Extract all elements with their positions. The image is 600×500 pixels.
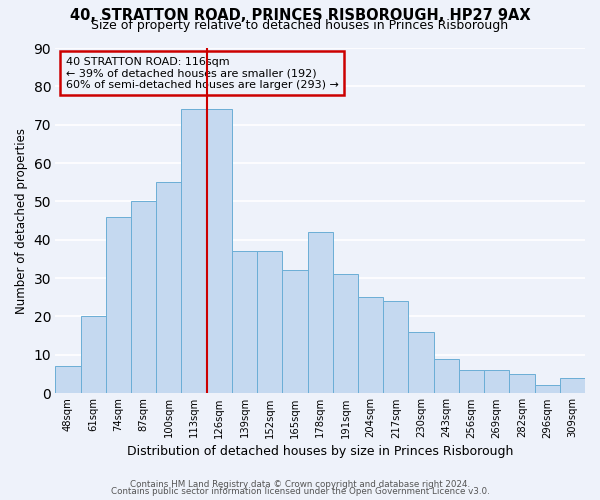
Bar <box>358 297 383 393</box>
Bar <box>484 370 509 393</box>
Bar <box>535 386 560 393</box>
Text: 40 STRATTON ROAD: 116sqm
← 39% of detached houses are smaller (192)
60% of semi-: 40 STRATTON ROAD: 116sqm ← 39% of detach… <box>66 56 339 90</box>
Bar <box>459 370 484 393</box>
Bar <box>131 202 156 393</box>
Text: Size of property relative to detached houses in Princes Risborough: Size of property relative to detached ho… <box>91 19 509 32</box>
Bar <box>308 232 333 393</box>
Bar <box>333 274 358 393</box>
Bar <box>509 374 535 393</box>
Bar <box>383 301 409 393</box>
Bar <box>434 358 459 393</box>
Bar <box>181 110 206 393</box>
Y-axis label: Number of detached properties: Number of detached properties <box>15 128 28 314</box>
Text: Contains public sector information licensed under the Open Government Licence v3: Contains public sector information licen… <box>110 487 490 496</box>
Bar <box>106 216 131 393</box>
Bar <box>257 251 283 393</box>
Bar <box>560 378 585 393</box>
X-axis label: Distribution of detached houses by size in Princes Risborough: Distribution of detached houses by size … <box>127 444 514 458</box>
Bar <box>55 366 80 393</box>
Text: Contains HM Land Registry data © Crown copyright and database right 2024.: Contains HM Land Registry data © Crown c… <box>130 480 470 489</box>
Bar <box>232 251 257 393</box>
Bar <box>156 182 181 393</box>
Text: 40, STRATTON ROAD, PRINCES RISBOROUGH, HP27 9AX: 40, STRATTON ROAD, PRINCES RISBOROUGH, H… <box>70 8 530 22</box>
Bar <box>283 270 308 393</box>
Bar <box>206 110 232 393</box>
Bar <box>80 316 106 393</box>
Bar <box>409 332 434 393</box>
